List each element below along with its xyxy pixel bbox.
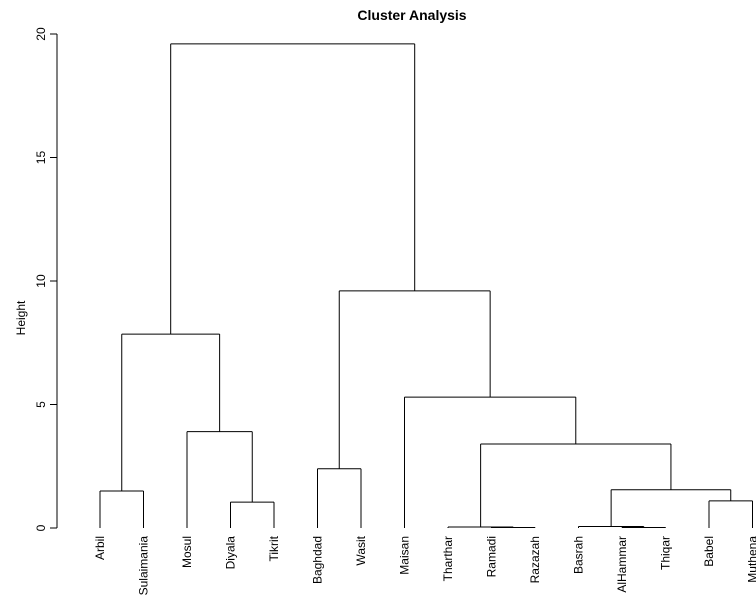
chart-title: Cluster Analysis xyxy=(357,7,466,23)
leaf-label: Muthena xyxy=(746,536,756,583)
y-tick-label: 20 xyxy=(34,27,48,41)
leaf-labels: Arbil Sulaimania Mosul Diyala Tikrit Baghdad W… xyxy=(93,535,756,595)
y-axis: 0 5 10 15 20 xyxy=(34,27,58,531)
leaf-label: Tikrit xyxy=(267,535,281,561)
y-axis-label: Height xyxy=(14,300,28,335)
dendrogram-branches xyxy=(99,43,753,529)
leaf-label: Diyala xyxy=(224,536,238,570)
leaf-label: Mosul xyxy=(180,536,194,568)
leaf-label: Tharthar xyxy=(441,536,455,581)
y-tick-label: 10 xyxy=(34,274,48,288)
y-tick-label: 15 xyxy=(34,151,48,165)
leaf-label: Thiqar xyxy=(659,536,673,570)
leaf-label: Baghdad xyxy=(311,536,325,584)
leaf-label: Ramadi xyxy=(485,536,499,577)
leaf-label: Maisan xyxy=(398,536,412,575)
leaf-label: Sulaimania xyxy=(137,536,151,596)
leaf-label: Arbil xyxy=(93,536,107,560)
leaf-label: Wasit xyxy=(354,535,368,565)
leaf-label: Razazah xyxy=(528,536,542,583)
leaf-label: AlHammar xyxy=(615,536,629,593)
y-tick-label: 0 xyxy=(34,524,48,531)
leaf-label: Babel xyxy=(702,536,716,567)
leaf-label: Basrah xyxy=(572,536,586,574)
y-tick-label: 5 xyxy=(34,401,48,408)
